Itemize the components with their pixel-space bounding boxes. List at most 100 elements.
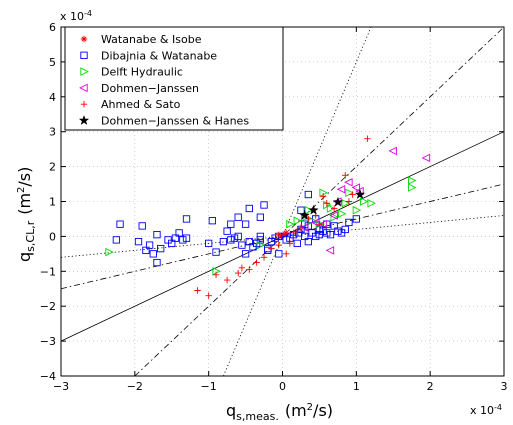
- data-point: [388, 146, 397, 156]
- data-point: [275, 241, 283, 249]
- data-point: [323, 229, 331, 237]
- data-point: [282, 229, 290, 237]
- data-point: [323, 200, 330, 207]
- data-point: [205, 292, 212, 299]
- x-tick-label: 1: [353, 380, 360, 393]
- data-point: [153, 231, 161, 239]
- legend-marker: [80, 101, 88, 108]
- data-point: [179, 236, 187, 244]
- data-point: [286, 240, 294, 247]
- data-point: [223, 227, 231, 235]
- data-point: [297, 224, 305, 231]
- data-point: [330, 222, 338, 230]
- data-point: [341, 198, 351, 208]
- data-point: [157, 244, 165, 253]
- data-point: [223, 276, 231, 284]
- data-point: [246, 266, 253, 273]
- data-point: [367, 198, 376, 208]
- data-point: [301, 232, 309, 241]
- data-point: [299, 223, 309, 232]
- data-point: [286, 219, 295, 229]
- data-point: [330, 205, 338, 212]
- data-point: [310, 218, 320, 227]
- data-point: [234, 232, 242, 241]
- data-point: [142, 246, 150, 255]
- data-point: [208, 217, 217, 225]
- y-tick-label: 6: [49, 21, 56, 34]
- data-point: [212, 271, 220, 278]
- data-point: [153, 258, 161, 267]
- data-point: [421, 153, 431, 163]
- data-point: [293, 216, 303, 225]
- data-point: [277, 232, 285, 239]
- y-tick-label: −3: [40, 335, 56, 348]
- legend-label: Dohmen−Janssen & Hanes: [101, 115, 249, 128]
- legend-marker: [79, 83, 88, 93]
- data-point: [194, 287, 201, 294]
- data-point: [175, 229, 183, 237]
- data-point: [260, 201, 268, 209]
- data-point: [352, 205, 362, 215]
- y-tick-label: 0: [49, 230, 56, 243]
- data-point: [275, 231, 283, 238]
- data-point: [145, 241, 154, 249]
- data-point: [293, 239, 301, 248]
- data-point: [245, 204, 253, 213]
- y-tick-label: −1: [40, 265, 56, 278]
- data-point: [341, 225, 349, 234]
- legend-marker: [80, 67, 89, 76]
- y-tick-label: 5: [49, 56, 56, 69]
- data-point: [345, 188, 354, 198]
- data-point: [256, 240, 266, 250]
- data-point: [345, 218, 353, 227]
- data-point: [408, 176, 417, 185]
- legend-label: Watanabe & Isobe: [101, 33, 202, 46]
- reference-line-dashdot: [60, 183, 505, 290]
- data-point: [149, 250, 157, 258]
- legend-label: Dibajnia & Watanabe: [101, 49, 217, 62]
- data-point: [408, 183, 417, 192]
- data-point: [319, 193, 327, 200]
- data-point: [349, 191, 356, 198]
- data-point: [227, 220, 235, 228]
- data-point: [230, 234, 239, 242]
- data-point: [238, 264, 246, 272]
- data-point: [212, 248, 220, 256]
- y-axis-label: qs,CL,r(m2/s): [15, 167, 37, 262]
- series-2: [105, 176, 417, 276]
- data-point: [168, 239, 176, 248]
- data-point: [360, 197, 369, 206]
- data-point: [282, 250, 290, 258]
- data-point: [299, 209, 310, 220]
- data-point: [171, 234, 180, 242]
- data-point: [337, 209, 347, 218]
- data-point: [290, 229, 297, 237]
- data-point: [256, 232, 264, 241]
- data-point: [219, 237, 228, 246]
- data-point: [227, 236, 235, 244]
- data-point: [256, 213, 264, 221]
- legend: Watanabe & Isobe Dibajnia & Watanabe Delft…: [64, 26, 284, 131]
- data-point: [182, 215, 191, 223]
- y-tick-label: 2: [49, 161, 56, 174]
- data-point: [318, 219, 327, 229]
- legend-box: [64, 26, 284, 131]
- y-tick-label: −4: [40, 370, 56, 383]
- data-point: [297, 206, 305, 214]
- data-point: [234, 213, 242, 221]
- series-5: [299, 188, 366, 220]
- data-point: [364, 135, 371, 142]
- data-point: [332, 196, 344, 207]
- data-point: [319, 227, 327, 235]
- data-point: [326, 231, 335, 239]
- data-point: [116, 220, 124, 228]
- legend-label: Delft Hydraulic: [101, 66, 183, 79]
- data-point: [282, 236, 290, 244]
- reference-line-dotted: [60, 215, 505, 258]
- data-point: [268, 245, 275, 252]
- data-point: [134, 237, 143, 246]
- data-point: [241, 220, 250, 228]
- reference-line-dashdot: [134, 26, 505, 377]
